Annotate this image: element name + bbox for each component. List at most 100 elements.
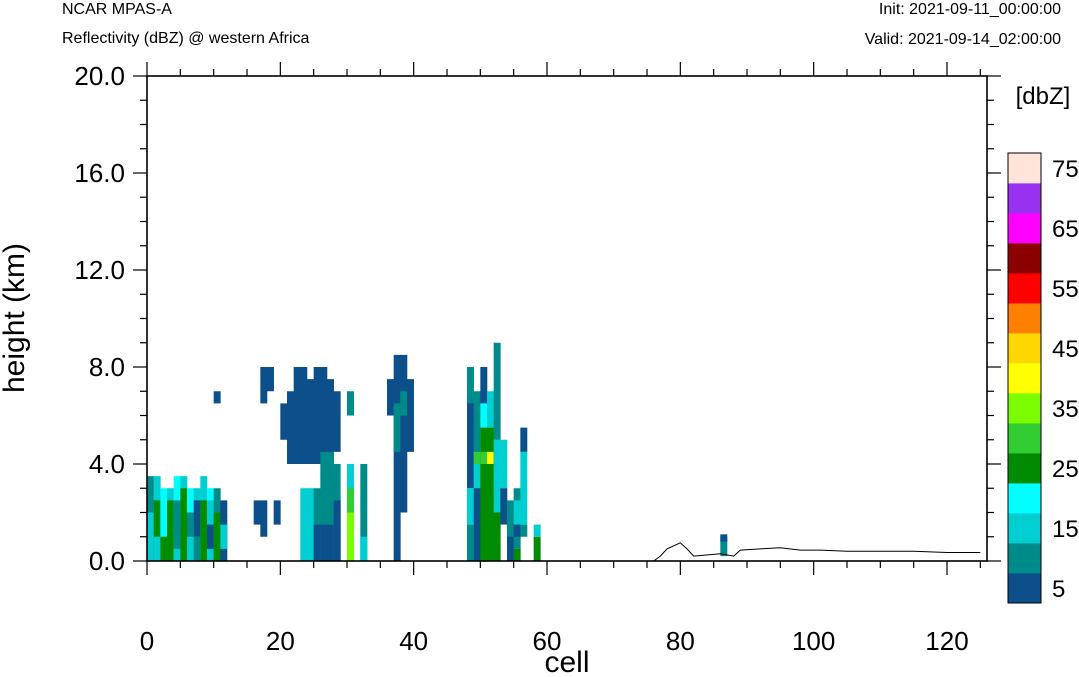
y-axis-label: height (km) xyxy=(0,243,31,393)
reflectivity-cell xyxy=(267,367,274,392)
reflectivity-cell xyxy=(320,367,328,464)
colorbar-title: [dbZ] xyxy=(1016,83,1071,110)
reflectivity-cell xyxy=(360,536,368,561)
reflectivity-cell xyxy=(500,488,508,525)
reflectivity-cell xyxy=(313,488,321,561)
reflectivity-cell xyxy=(487,427,494,562)
terrain-profile xyxy=(147,542,981,562)
x-tick-label: 40 xyxy=(399,626,428,656)
plot-frame xyxy=(146,75,988,562)
x-tick-label: 60 xyxy=(533,626,562,656)
terrain-line xyxy=(147,542,981,562)
reflectivity-cell xyxy=(273,500,281,525)
colorbar-frame xyxy=(1007,152,1042,604)
colorbar-swatch xyxy=(1008,363,1041,394)
reflectivity-cell xyxy=(720,536,728,557)
reflectivity-cell xyxy=(193,536,201,561)
colorbar-tick-label: 45 xyxy=(1052,336,1079,363)
reflectivity-cell xyxy=(473,488,481,561)
reflectivity-cell xyxy=(500,439,508,489)
reflectivity-cell xyxy=(187,536,194,561)
y-tick-label: 16.0 xyxy=(74,158,125,188)
reflectivity-cell xyxy=(520,524,528,537)
reflectivity-cell xyxy=(507,536,514,561)
y-axis-ticks: 0.0 4.0 8.0 12.0 16.0 20.0 xyxy=(74,61,1001,576)
colorbar-swatch xyxy=(1008,393,1041,424)
reflectivity-cell xyxy=(513,524,521,537)
colorbar-tick-label: 55 xyxy=(1052,276,1079,303)
reflectivity-cell xyxy=(480,367,488,428)
reflectivity-cell xyxy=(207,524,214,549)
colorbar-swatch xyxy=(1008,573,1041,604)
reflectivity-cell xyxy=(160,536,168,561)
reflectivity-cell xyxy=(393,403,401,452)
colorbar-tick-label: 35 xyxy=(1052,396,1079,423)
reflectivity-cell xyxy=(393,354,401,562)
reflectivity-cell xyxy=(487,451,494,465)
colorbar-swatch xyxy=(1008,153,1041,184)
reflectivity-cell xyxy=(467,488,474,525)
reflectivity-cell xyxy=(493,342,501,367)
reflectivity-cell xyxy=(400,354,408,513)
y-tick-label: 12.0 xyxy=(74,255,125,285)
reflectivity-cell xyxy=(347,391,354,416)
reflectivity-cell xyxy=(480,427,488,562)
x-tick-label: 0 xyxy=(140,626,154,656)
reflectivity-cell xyxy=(320,524,328,562)
colorbar-tick-label: 5 xyxy=(1052,576,1065,603)
colorbar-swatch xyxy=(1008,273,1041,304)
colorbar-swatch xyxy=(1008,213,1041,244)
reflectivity-cell xyxy=(193,500,201,537)
reflectivity-cell xyxy=(520,451,528,525)
x-tick-label: 20 xyxy=(266,626,295,656)
reflectivity-cell xyxy=(533,524,541,537)
reflectivity-cell xyxy=(333,500,341,562)
model-name: NCAR MPAS-A xyxy=(62,1,172,18)
colorbar-tick-label: 65 xyxy=(1052,216,1079,243)
plot-axes xyxy=(146,75,988,562)
y-tick-label: 8.0 xyxy=(89,352,125,382)
x-axis-label: cell xyxy=(544,646,589,677)
x-tick-label: 80 xyxy=(666,626,695,656)
reflectivity-cell xyxy=(260,500,268,537)
y-tick-label: 20.0 xyxy=(74,61,125,91)
reflectivity-cell xyxy=(347,488,354,513)
reflectivity-cell xyxy=(180,488,188,561)
reflectivity-cell xyxy=(493,439,501,513)
colorbar-swatch xyxy=(1008,513,1041,544)
reflectivity-cell xyxy=(307,488,314,561)
colorbar-swatch xyxy=(1008,333,1041,364)
reflectivity-cell xyxy=(173,548,181,562)
reflectivity-cell xyxy=(507,500,514,549)
reflectivity-cell xyxy=(153,500,161,562)
reflectivity-cell xyxy=(513,548,521,562)
field-description: Reflectivity (dBZ) @ western Africa xyxy=(62,30,310,47)
reflectivity-cell xyxy=(473,391,481,477)
reflectivity-cell xyxy=(253,500,261,525)
reflectivity-cell xyxy=(387,379,394,416)
reflectivity-cell xyxy=(173,500,181,549)
reflectivity-cell xyxy=(287,391,294,464)
y-tick-label: 4.0 xyxy=(89,449,125,479)
valid-time: Valid: 2021-09-14_02:00:00 xyxy=(864,31,1061,48)
reflectivity-cell xyxy=(327,524,334,562)
x-tick-label: 120 xyxy=(925,626,968,656)
y-tick-label: 0.0 xyxy=(89,546,125,576)
reflectivity-cell xyxy=(473,451,481,465)
colorbar-tick-label: 75 xyxy=(1052,156,1079,183)
reflectivity-cell xyxy=(480,451,488,465)
colorbar-swatch xyxy=(1008,543,1041,574)
reflectivity-cell xyxy=(487,391,494,428)
reflectivity-cell xyxy=(280,403,288,440)
colorbar-swatch xyxy=(1008,453,1041,484)
reflectivity-cell xyxy=(307,379,314,465)
reflectivity-cell xyxy=(720,534,728,542)
x-tick-label: 100 xyxy=(792,626,835,656)
reflectivity-cell xyxy=(327,379,334,465)
reflectivity-cell xyxy=(220,524,228,549)
colorbar-tick-label: 25 xyxy=(1052,456,1079,483)
reflectivity-cell xyxy=(493,367,501,440)
reflectivity-cell xyxy=(320,451,328,562)
reflectivity-cell xyxy=(200,500,208,562)
reflectivity-cells xyxy=(147,342,728,562)
